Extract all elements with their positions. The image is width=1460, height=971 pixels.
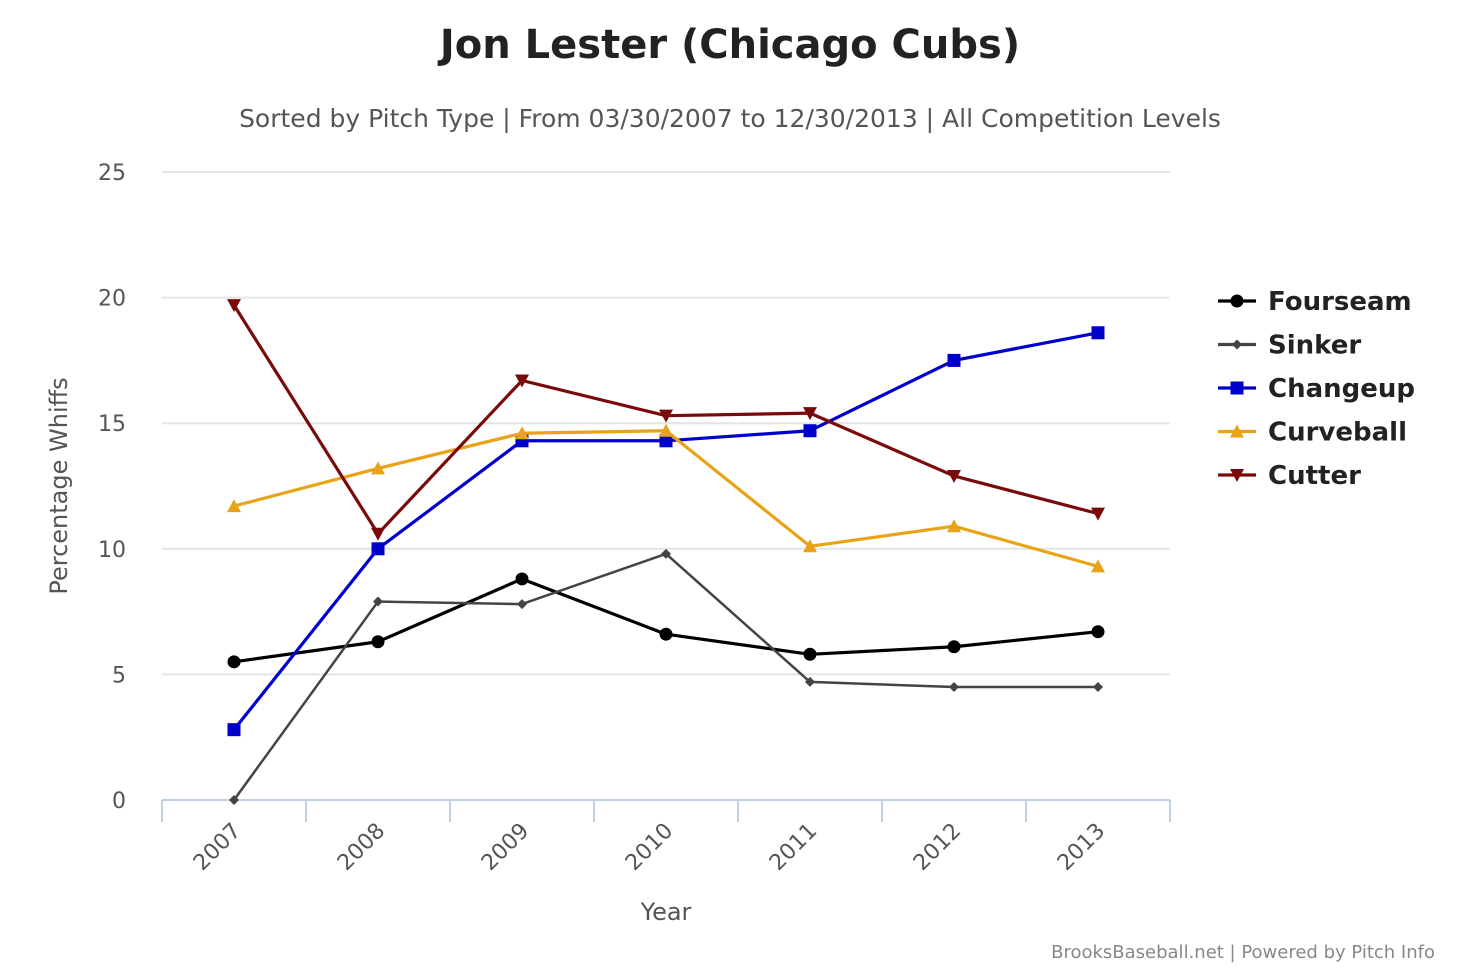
y-tick-label: 5 — [112, 663, 126, 688]
data-point-curveball[interactable] — [371, 461, 385, 475]
data-point-fourseam[interactable] — [227, 655, 241, 669]
series-cutter — [227, 299, 1105, 541]
series-sinker — [229, 548, 1103, 805]
data-point-cutter[interactable] — [1091, 507, 1105, 521]
x-tick-label: 2011 — [765, 819, 822, 876]
legend-item-changeup[interactable]: Changeup — [1218, 374, 1415, 404]
chart-subtitle: Sorted by Pitch Type | From 03/30/2007 t… — [239, 104, 1221, 133]
legend-item-cutter[interactable]: Cutter — [1218, 461, 1361, 491]
y-axis-title: Percentage Whiffs — [45, 377, 73, 594]
data-point-cutter[interactable] — [371, 527, 385, 541]
data-point-sinker[interactable] — [805, 676, 815, 687]
legend-marker — [1230, 294, 1244, 308]
data-point-cutter[interactable] — [659, 409, 673, 423]
series-curveball — [227, 423, 1105, 573]
legend: Fourseam Sinker Changeup Curveball Cutter — [1218, 287, 1415, 491]
x-tick-label: 2010 — [621, 819, 678, 876]
legend-marker — [1230, 469, 1244, 482]
data-point-fourseam[interactable] — [371, 635, 385, 649]
series-line-sinker[interactable] — [232, 552, 1098, 801]
data-point-curveball[interactable] — [515, 426, 529, 440]
series-group — [227, 299, 1105, 805]
data-point-cutter[interactable] — [227, 299, 241, 313]
legend-label: Changeup — [1268, 374, 1415, 404]
data-point-sinker[interactable] — [1093, 681, 1103, 692]
data-point-fourseam[interactable] — [515, 572, 529, 586]
data-point-cutter[interactable] — [515, 374, 529, 388]
data-point-changeup[interactable] — [227, 723, 241, 737]
data-point-changeup[interactable] — [947, 353, 961, 367]
axes: 0 5 10 15 20 25 2007 2008 2009 2010 2011 2012 2013 — [98, 161, 1171, 876]
data-point-fourseam[interactable] — [947, 640, 961, 654]
legend-marker — [1232, 339, 1242, 350]
x-tick-label: 2008 — [333, 819, 390, 876]
y-tick-label: 10 — [98, 538, 126, 563]
legend-marker — [1230, 424, 1244, 438]
data-point-curveball[interactable] — [803, 539, 817, 553]
data-point-fourseam[interactable] — [1091, 625, 1105, 639]
x-axis-title: Year — [640, 898, 692, 926]
y-tick-label: 15 — [98, 412, 126, 437]
x-tick-label: 2007 — [189, 819, 246, 876]
data-point-sinker[interactable] — [373, 596, 383, 607]
data-point-changeup[interactable] — [371, 542, 385, 556]
data-point-sinker[interactable] — [949, 681, 959, 692]
legend-item-fourseam[interactable]: Fourseam — [1218, 287, 1412, 317]
chart-title: Jon Lester (Chicago Cubs) — [437, 22, 1020, 68]
series-changeup — [227, 326, 1105, 737]
credits[interactable]: BrooksBaseball.net | Powered by Pitch In… — [1051, 942, 1435, 963]
legend-label: Cutter — [1268, 461, 1361, 491]
y-tick-label: 20 — [98, 287, 126, 312]
data-point-changeup[interactable] — [659, 434, 673, 448]
y-tick-label: 25 — [98, 161, 126, 186]
x-tick-label: 2013 — [1053, 819, 1110, 876]
data-point-curveball[interactable] — [659, 423, 673, 437]
y-tick-label: 0 — [112, 789, 126, 814]
data-point-curveball[interactable] — [1091, 559, 1105, 573]
data-point-changeup[interactable] — [1091, 326, 1105, 340]
legend-label: Curveball — [1268, 418, 1407, 448]
legend-item-curveball[interactable]: Curveball — [1218, 418, 1407, 448]
legend-label: Sinker — [1268, 331, 1361, 361]
data-point-sinker[interactable] — [517, 599, 527, 610]
data-point-curveball[interactable] — [227, 499, 241, 513]
data-point-cutter[interactable] — [947, 469, 961, 483]
data-point-fourseam[interactable] — [659, 627, 673, 641]
data-point-sinker[interactable] — [229, 795, 239, 805]
data-point-changeup[interactable] — [803, 424, 817, 438]
x-tick-label: 2009 — [477, 819, 534, 876]
series-line-curveball[interactable] — [233, 429, 1099, 568]
legend-label: Fourseam — [1268, 287, 1412, 317]
x-tick-label: 2012 — [909, 819, 966, 876]
series-fourseam — [227, 572, 1105, 669]
data-point-curveball[interactable] — [947, 519, 961, 533]
data-point-sinker[interactable] — [661, 548, 671, 559]
data-point-cutter[interactable] — [803, 407, 817, 421]
data-point-fourseam[interactable] — [803, 647, 817, 661]
legend-marker — [1230, 381, 1244, 395]
grid — [162, 171, 1170, 676]
legend-item-sinker[interactable]: Sinker — [1218, 331, 1361, 361]
